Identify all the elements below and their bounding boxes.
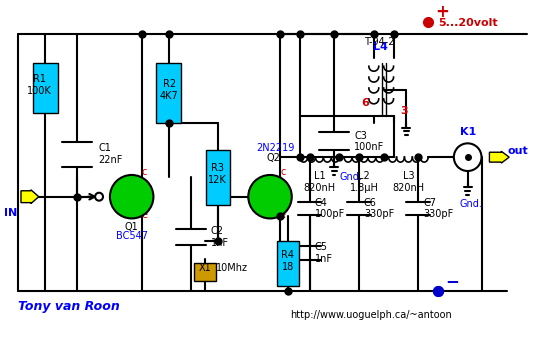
- Text: http://www.uoguelph.ca/~antoon: http://www.uoguelph.ca/~antoon: [290, 310, 452, 320]
- Text: C3
100nF: C3 100nF: [354, 131, 384, 152]
- FancyArrow shape: [21, 190, 39, 204]
- Bar: [277, 241, 299, 286]
- Circle shape: [110, 175, 153, 218]
- Bar: [156, 63, 181, 123]
- FancyArrow shape: [489, 151, 509, 163]
- Text: c: c: [142, 167, 147, 177]
- Circle shape: [95, 193, 103, 201]
- Bar: [194, 263, 216, 281]
- Text: e: e: [280, 210, 286, 220]
- Text: b: b: [249, 192, 256, 202]
- Text: b: b: [111, 192, 117, 202]
- Text: 6: 6: [361, 98, 369, 108]
- Circle shape: [454, 143, 482, 171]
- Text: C2
1nF: C2 1nF: [211, 226, 229, 248]
- Text: L1
820nH: L1 820nH: [304, 171, 336, 192]
- Text: C7
330pF: C7 330pF: [423, 198, 453, 219]
- Text: C1
22nF: C1 22nF: [98, 143, 123, 165]
- Text: R2
4K7: R2 4K7: [160, 79, 179, 101]
- Text: +: +: [435, 3, 449, 21]
- Text: Gnd.: Gnd.: [339, 172, 362, 182]
- Text: R3
12K: R3 12K: [208, 163, 227, 185]
- Text: L3
820nH: L3 820nH: [392, 171, 425, 192]
- Text: Tony van Roon: Tony van Roon: [18, 300, 120, 313]
- Bar: [33, 63, 58, 113]
- Text: Q2: Q2: [266, 153, 280, 163]
- Text: IN: IN: [4, 208, 18, 219]
- Text: 5...20volt: 5...20volt: [438, 18, 498, 28]
- Text: e: e: [142, 210, 148, 220]
- Text: R1
100K: R1 100K: [27, 74, 52, 96]
- Text: c: c: [280, 167, 286, 177]
- Text: X1: X1: [198, 263, 211, 273]
- Text: T-94-2: T-94-2: [364, 36, 395, 47]
- Text: C6
330pF: C6 330pF: [364, 198, 394, 219]
- Text: 2N2219: 2N2219: [256, 143, 294, 153]
- Text: L2
1.8μH: L2 1.8μH: [349, 171, 378, 192]
- Text: Q1: Q1: [125, 222, 138, 232]
- Text: K1: K1: [459, 128, 476, 137]
- Text: out: out: [507, 146, 528, 156]
- Text: C4
100pF: C4 100pF: [314, 198, 345, 219]
- Text: 3: 3: [401, 106, 408, 116]
- Text: 10Mhz: 10Mhz: [216, 263, 247, 273]
- Text: Gnd.: Gnd.: [459, 199, 482, 208]
- Bar: [206, 150, 231, 205]
- Circle shape: [249, 175, 292, 218]
- Text: R4
18: R4 18: [281, 250, 294, 272]
- Text: L4: L4: [373, 42, 388, 52]
- Text: BC547: BC547: [116, 231, 148, 241]
- Text: −: −: [445, 272, 459, 290]
- Text: C5
1nF: C5 1nF: [314, 242, 332, 264]
